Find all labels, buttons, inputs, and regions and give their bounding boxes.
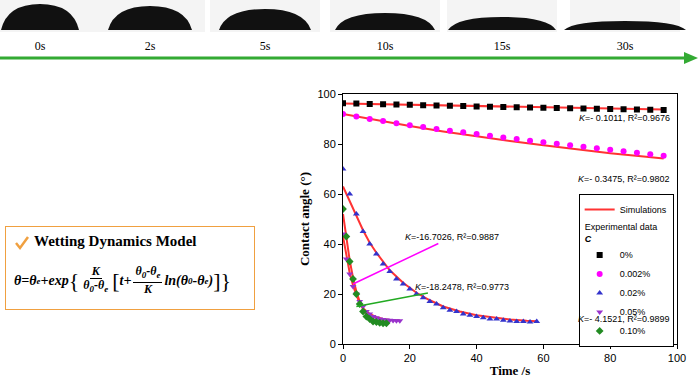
svg-text:0.05%: 0.05%	[620, 307, 646, 317]
svg-text:0.10%: 0.10%	[620, 326, 646, 336]
html-text:θ0-θe: θ0-θe	[135, 264, 161, 281]
svg-text:0.02%: 0.02%	[620, 288, 646, 298]
svg-text:10s: 10s	[377, 39, 394, 53]
svg-text:K=-18.2478, R²=0.9773: K=-18.2478, R²=0.9773	[415, 282, 509, 292]
svg-text:100: 100	[317, 88, 335, 100]
svg-text:0%: 0%	[620, 250, 633, 260]
svg-text:15s: 15s	[494, 39, 511, 53]
svg-text:0: 0	[340, 352, 346, 364]
svg-text:K=-16.7026, R²=0.9887: K=-16.7026, R²=0.9887	[405, 232, 499, 242]
html-text:Wetting Dynamics Model: Wetting Dynamics Model	[34, 233, 197, 249]
svg-text:40: 40	[324, 238, 336, 250]
svg-text:0: 0	[330, 338, 336, 350]
svg-text:0.002%: 0.002%	[620, 269, 651, 279]
html-text:[t+: [t+	[112, 267, 132, 293]
svg-text:Simulations: Simulations	[620, 205, 667, 215]
svg-text:0s: 0s	[35, 39, 46, 53]
svg-text:K=- 0.1011, R²=0.9676: K=- 0.1011, R²=0.9676	[579, 113, 670, 123]
svg-text:100: 100	[668, 352, 686, 364]
svg-text:2s: 2s	[145, 39, 156, 53]
svg-text:20: 20	[404, 352, 416, 364]
svg-text:60: 60	[537, 352, 549, 364]
svg-text:5s: 5s	[260, 39, 271, 53]
svg-text:K=- 4.1521, R²=0.9899: K=- 4.1521, R²=0.9899	[578, 314, 670, 324]
svg-text:K=- 0.3475, R²=0.9802: K=- 0.3475, R²=0.9802	[578, 174, 670, 184]
html-text:θ=θe+exp{: θ=θe+exp{	[14, 267, 80, 293]
svg-text:80: 80	[324, 138, 336, 150]
html-text:K: K	[91, 264, 100, 278]
html-text:θ0-θe: θ0-θe	[83, 278, 109, 295]
svg-text:80: 80	[604, 352, 616, 364]
svg-text:Experimental dataC: Experimental dataC	[585, 222, 658, 244]
svg-text:20: 20	[324, 288, 336, 300]
svg-text:30s: 30s	[617, 39, 634, 53]
svg-text:Time /s: Time /s	[490, 363, 531, 378]
html-text:ln(θ0-θe)]}: ln(θ0-θe)]}	[164, 267, 231, 293]
svg-text:40: 40	[470, 352, 482, 364]
svg-text:60: 60	[324, 188, 336, 200]
svg-text:Contact angle (°): Contact angle (°)	[297, 172, 312, 266]
html-text:K: K	[143, 282, 152, 297]
